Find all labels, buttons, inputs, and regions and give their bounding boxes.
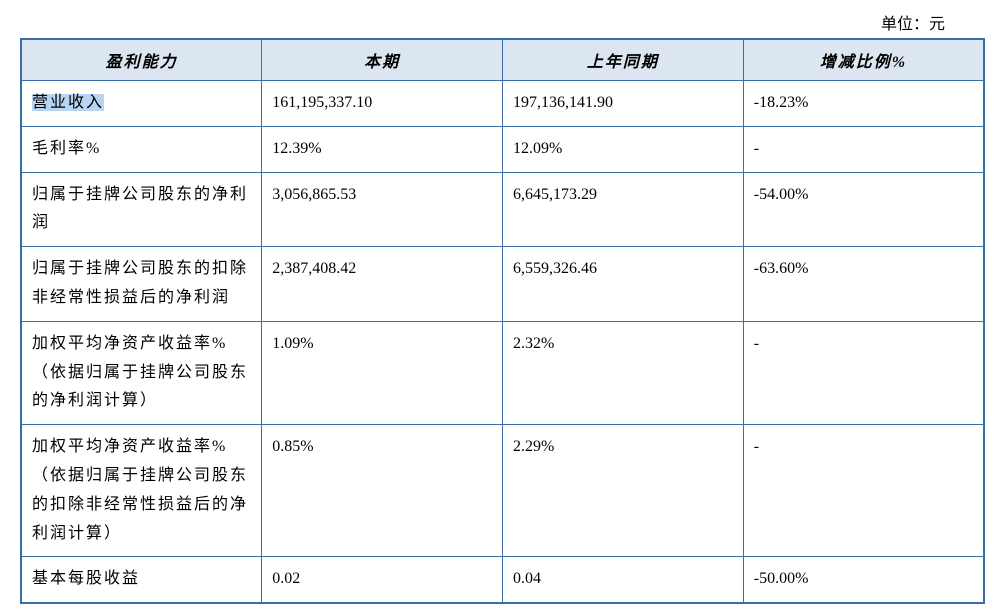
table-row: 加权平均净资产收益率%（依据归属于挂牌公司股东的扣除非经常性损益后的净利润计算）… [21, 425, 984, 557]
col-header-profitability: 盈利能力 [21, 39, 262, 81]
row-label: 营业收入 [21, 81, 262, 127]
row-prior: 2.32% [503, 321, 744, 424]
row-label: 加权平均净资产收益率%（依据归属于挂牌公司股东的扣除非经常性损益后的净利润计算） [21, 425, 262, 557]
row-change: -50.00% [743, 557, 984, 603]
row-prior: 197,136,141.90 [503, 81, 744, 127]
row-change: - [743, 126, 984, 172]
row-prior: 6,645,173.29 [503, 172, 744, 247]
row-prior: 0.04 [503, 557, 744, 603]
row-current: 12.39% [262, 126, 503, 172]
highlighted-text: 营业收入 [32, 94, 104, 111]
row-current: 161,195,337.10 [262, 81, 503, 127]
table-row: 归属于挂牌公司股东的扣除非经常性损益后的净利润 2,387,408.42 6,5… [21, 247, 984, 322]
row-change: - [743, 425, 984, 557]
table-header-row: 盈利能力 本期 上年同期 增减比例% [21, 39, 984, 81]
row-current: 2,387,408.42 [262, 247, 503, 322]
row-label: 毛利率% [21, 126, 262, 172]
row-change: -63.60% [743, 247, 984, 322]
row-change: -18.23% [743, 81, 984, 127]
col-header-current: 本期 [262, 39, 503, 81]
row-prior: 12.09% [503, 126, 744, 172]
profitability-table: 盈利能力 本期 上年同期 增减比例% 营业收入 161,195,337.10 1… [20, 38, 985, 604]
row-prior: 6,559,326.46 [503, 247, 744, 322]
row-change: -54.00% [743, 172, 984, 247]
row-current: 3,056,865.53 [262, 172, 503, 247]
unit-label: 单位：元 [20, 10, 985, 34]
table-row: 营业收入 161,195,337.10 197,136,141.90 -18.2… [21, 81, 984, 127]
col-header-prior: 上年同期 [503, 39, 744, 81]
row-current: 1.09% [262, 321, 503, 424]
table-row: 加权平均净资产收益率%（依据归属于挂牌公司股东的净利润计算） 1.09% 2.3… [21, 321, 984, 424]
row-label: 归属于挂牌公司股东的净利润 [21, 172, 262, 247]
row-label: 加权平均净资产收益率%（依据归属于挂牌公司股东的净利润计算） [21, 321, 262, 424]
table-row: 毛利率% 12.39% 12.09% - [21, 126, 984, 172]
row-prior: 2.29% [503, 425, 744, 557]
table-row: 归属于挂牌公司股东的净利润 3,056,865.53 6,645,173.29 … [21, 172, 984, 247]
row-change: - [743, 321, 984, 424]
row-label: 基本每股收益 [21, 557, 262, 603]
table-row: 基本每股收益 0.02 0.04 -50.00% [21, 557, 984, 603]
col-header-change: 增减比例% [743, 39, 984, 81]
row-label: 归属于挂牌公司股东的扣除非经常性损益后的净利润 [21, 247, 262, 322]
row-current: 0.85% [262, 425, 503, 557]
row-current: 0.02 [262, 557, 503, 603]
